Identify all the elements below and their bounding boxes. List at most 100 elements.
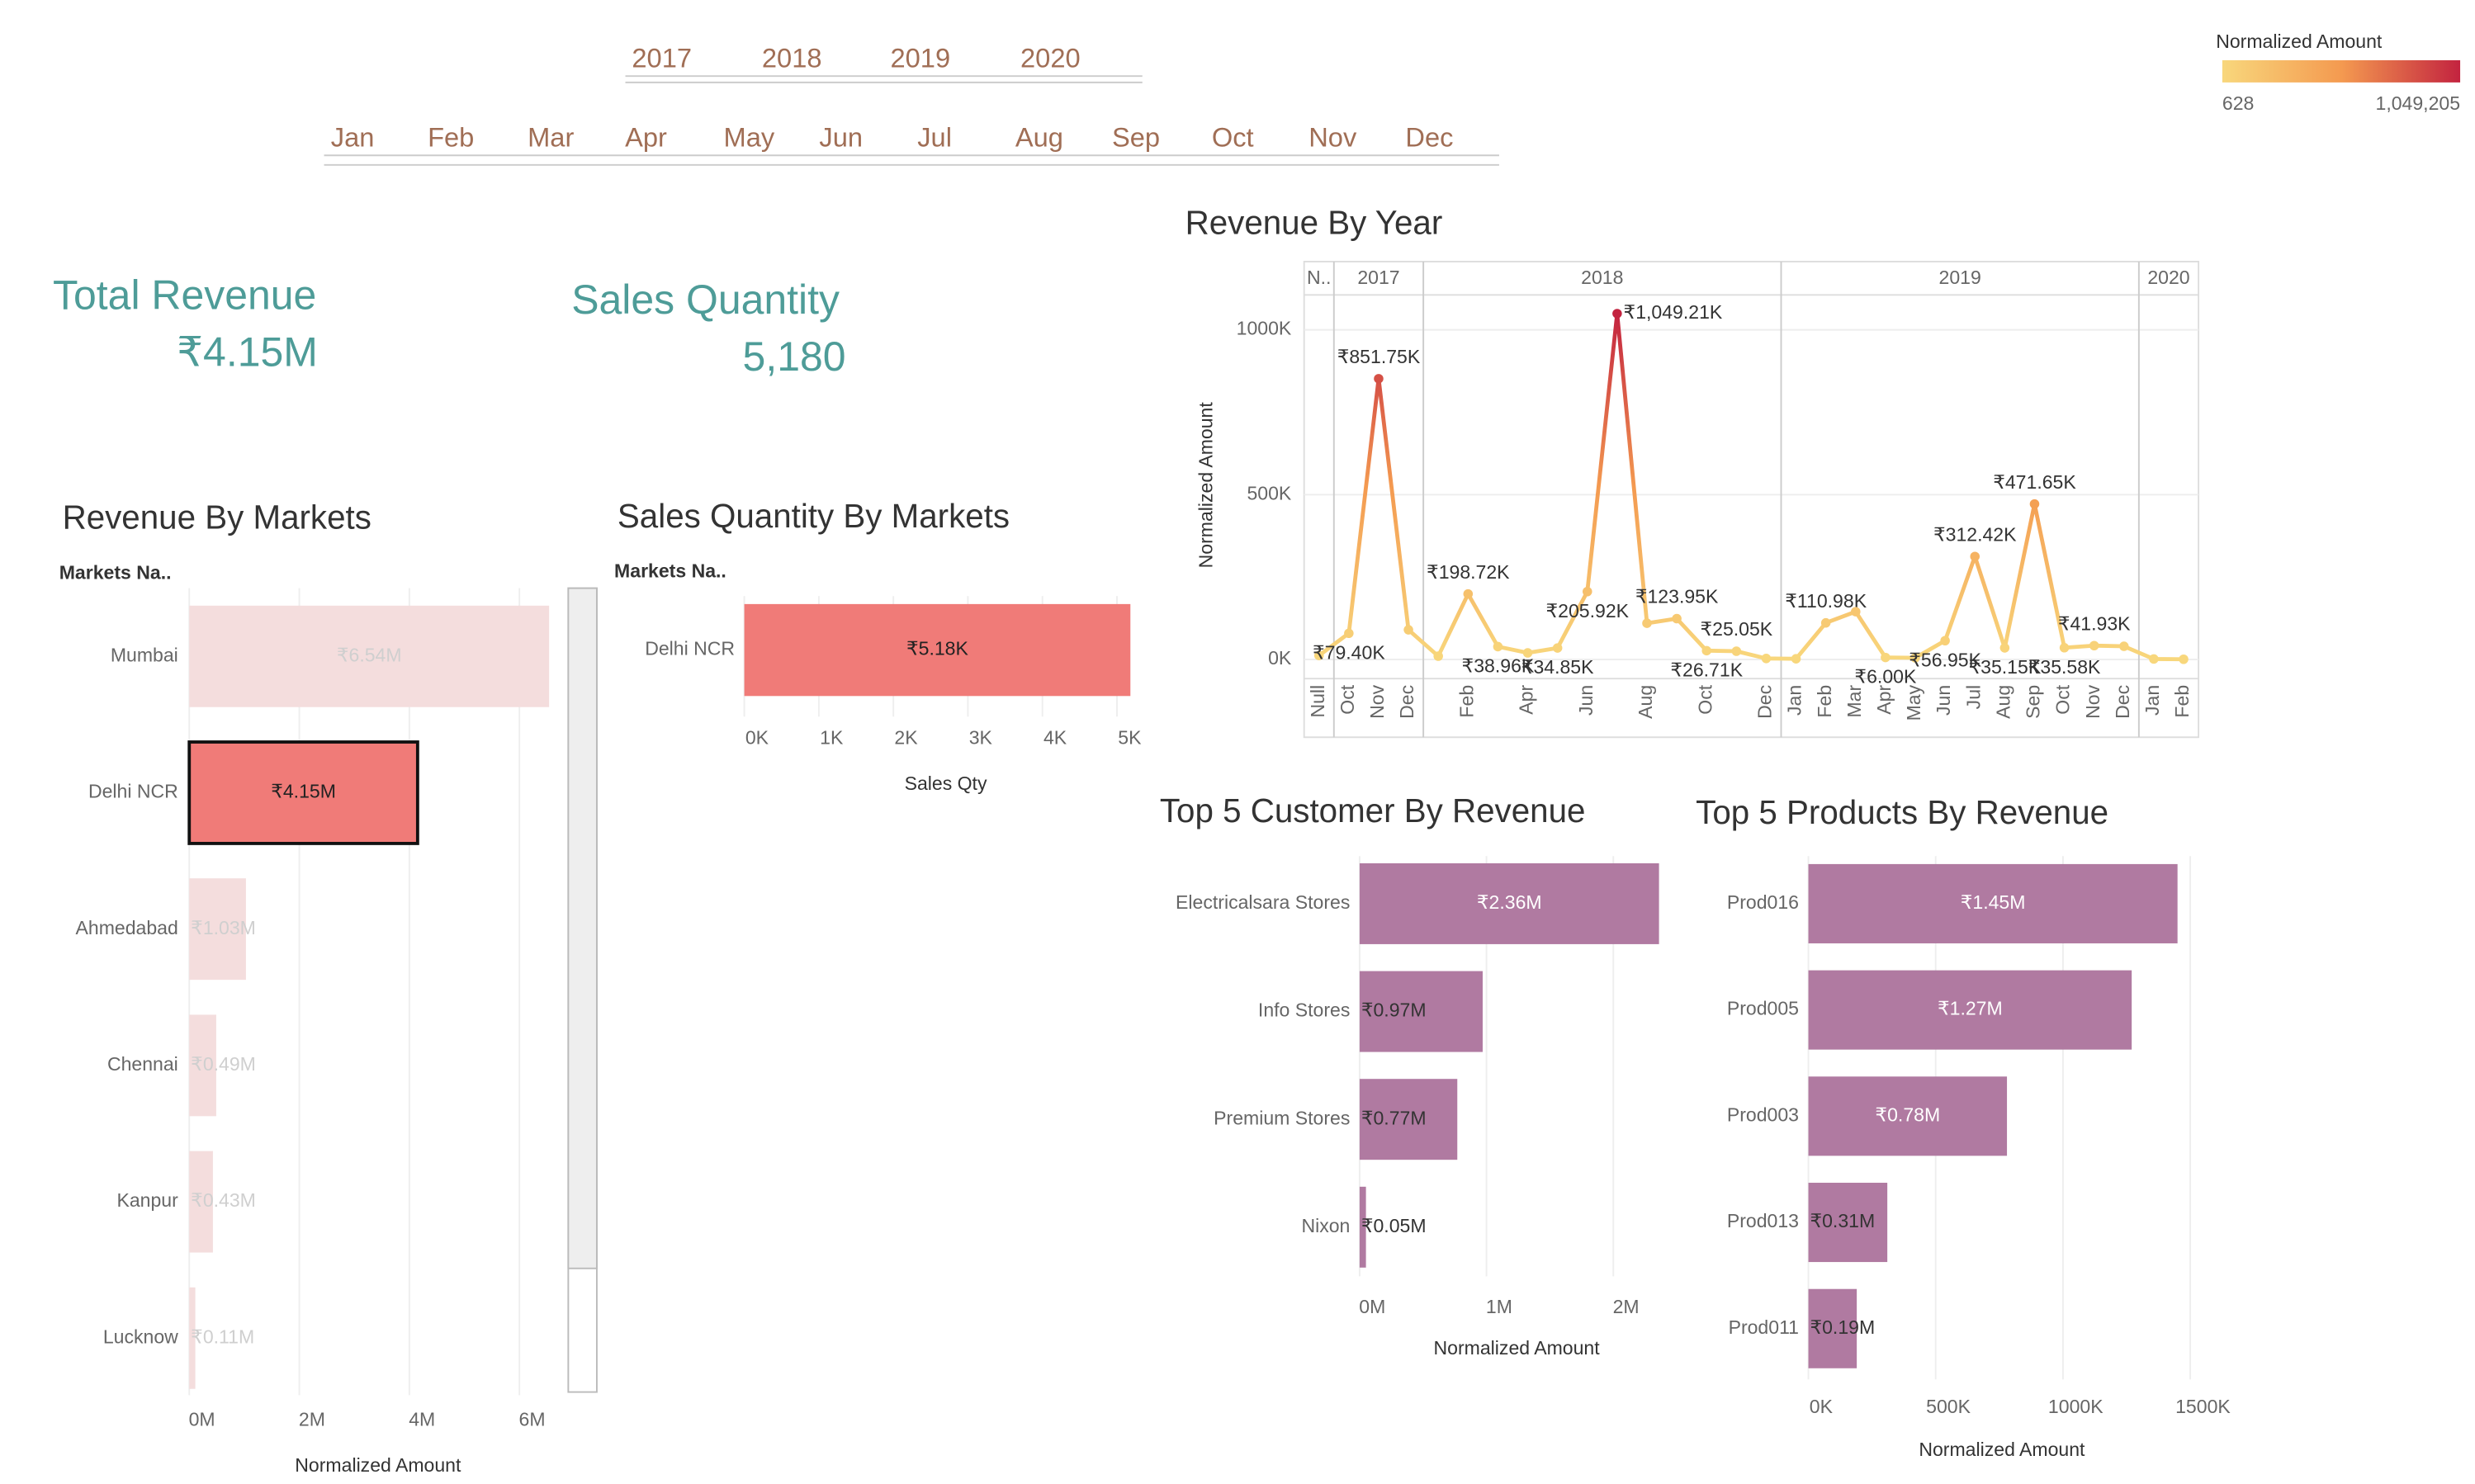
x-tick-label: Apr <box>1873 685 1895 715</box>
point <box>2029 499 2040 509</box>
value-label: ₹1.27M <box>1938 998 2003 1019</box>
bar <box>1808 970 2132 1050</box>
month-filter[interactable]: Apr <box>625 122 667 153</box>
plot-frame <box>1303 260 2200 739</box>
point <box>1612 309 1622 319</box>
point <box>1344 628 1354 639</box>
point <box>1910 653 1920 663</box>
bar <box>1808 863 2178 943</box>
value-label: ₹312.42K <box>1933 523 2017 545</box>
point <box>1493 641 1503 652</box>
bar <box>189 605 550 707</box>
month-filter[interactable]: Oct <box>1212 122 1254 153</box>
x-tick-label: 0M <box>189 1408 215 1430</box>
value-label: ₹0.05M <box>1361 1215 1427 1236</box>
point <box>1522 648 1533 658</box>
month-filter[interactable]: Jun <box>819 122 863 153</box>
value-label: ₹471.65K <box>1993 471 2076 493</box>
category-label: Delhi NCR <box>645 638 735 659</box>
month-filter[interactable]: Dec <box>1405 122 1453 153</box>
month-filter[interactable]: Nov <box>1308 122 1357 153</box>
chart-title: Revenue By Markets <box>63 499 371 536</box>
value-label: ₹0.19M <box>1810 1316 1875 1338</box>
point <box>1403 625 1413 635</box>
value-label: ₹35.58K <box>2028 656 2101 678</box>
legend-gradient <box>2222 59 2461 83</box>
x-tick-label: Dec <box>1754 685 1776 719</box>
value-label: ₹198.72K <box>1427 561 1510 583</box>
x-tick-label: Null <box>1307 685 1328 718</box>
year-filter[interactable]: 2018 <box>762 43 822 73</box>
axis-title: Sales Qty <box>905 773 987 794</box>
year-filter[interactable]: 2020 <box>1020 43 1081 73</box>
x-tick-label: 5K <box>1118 726 1142 748</box>
category-label: Nixon <box>1301 1215 1350 1236</box>
legend-title: Normalized Amount <box>2216 31 2383 52</box>
point <box>2149 654 2159 664</box>
axis-header: Markets Na.. <box>59 561 172 583</box>
x-tick-label: Oct <box>1694 684 1715 714</box>
value-label: ₹1,049.21K <box>1624 301 1723 323</box>
x-tick-label: Nov <box>2082 684 2104 718</box>
x-tick-label: Dec <box>2112 685 2133 719</box>
axis-title: Normalized Amount <box>1919 1439 2085 1460</box>
point <box>1999 643 2010 653</box>
bar <box>1359 1186 1366 1268</box>
value-label: ₹25.05K <box>1700 618 1772 640</box>
value-label: ₹123.95K <box>1635 586 1719 607</box>
bar <box>189 1151 213 1253</box>
legend-max: 1,049,205 <box>2376 92 2461 114</box>
kpi-value: 5,180 <box>743 333 846 380</box>
category-label: Prod005 <box>1727 998 1799 1019</box>
month-filter[interactable]: Aug <box>1015 122 1063 153</box>
category-label: Prod013 <box>1727 1210 1799 1231</box>
point <box>1851 607 1861 617</box>
point <box>1970 551 1980 561</box>
category-label: Electricalsara Stores <box>1176 891 1350 913</box>
year-header: 2018 <box>1581 267 1623 288</box>
category-label: Kanpur <box>116 1189 178 1211</box>
x-tick-label: Sep <box>2023 685 2044 719</box>
year-filter[interactable]: 2019 <box>890 43 950 73</box>
category-label: Info Stores <box>1258 1000 1350 1021</box>
month-filter[interactable]: May <box>724 122 775 153</box>
month-filter[interactable]: Jul <box>917 122 952 153</box>
point <box>1672 613 1682 624</box>
x-tick-label: 4K <box>1043 726 1067 748</box>
kpi-title: Sales Quantity <box>571 276 840 323</box>
value-label: ₹205.92K <box>1545 600 1629 621</box>
x-tick-label: Feb <box>2171 685 2193 718</box>
value-label: ₹4.15M <box>271 781 336 802</box>
scrollbar-thumb[interactable] <box>567 587 598 1269</box>
category-label: Chennai <box>107 1053 178 1075</box>
point <box>2059 643 2070 653</box>
category-label: Prod003 <box>1727 1104 1799 1125</box>
chart-title: Top 5 Customer By Revenue <box>1160 792 1586 829</box>
month-filter[interactable]: Jan <box>331 122 375 153</box>
chart-title: Top 5 Products By Revenue <box>1696 793 2108 831</box>
x-tick-label: 2K <box>894 726 918 748</box>
bar <box>189 878 246 981</box>
point <box>1761 654 1772 664</box>
legend-min: 628 <box>2222 92 2254 114</box>
bar <box>744 603 1131 697</box>
month-filter[interactable]: Sep <box>1112 122 1160 153</box>
x-tick-label: 6M <box>519 1408 546 1430</box>
x-tick-label: Jun <box>1575 685 1597 716</box>
x-tick-label: Aug <box>1992 685 2014 719</box>
point <box>1701 645 1711 656</box>
x-tick-label: 0M <box>1359 1296 1385 1317</box>
value-label: ₹34.85K <box>1521 656 1594 678</box>
month-filter[interactable]: Feb <box>428 122 474 153</box>
x-tick-label: Aug <box>1635 685 1656 719</box>
x-tick-label: Jun <box>1933 685 1954 716</box>
value-label: ₹56.95K <box>1909 649 1981 670</box>
point <box>2119 641 2129 651</box>
year-filter[interactable]: 2017 <box>632 43 692 73</box>
value-label: ₹0.78M <box>1875 1104 1940 1125</box>
month-filter[interactable]: Mar <box>528 122 574 153</box>
point <box>1433 651 1443 661</box>
x-tick-label: Jul <box>1962 685 1984 709</box>
value-label: ₹2.36M <box>1477 891 1542 913</box>
x-tick-label: Mar <box>1843 685 1865 718</box>
